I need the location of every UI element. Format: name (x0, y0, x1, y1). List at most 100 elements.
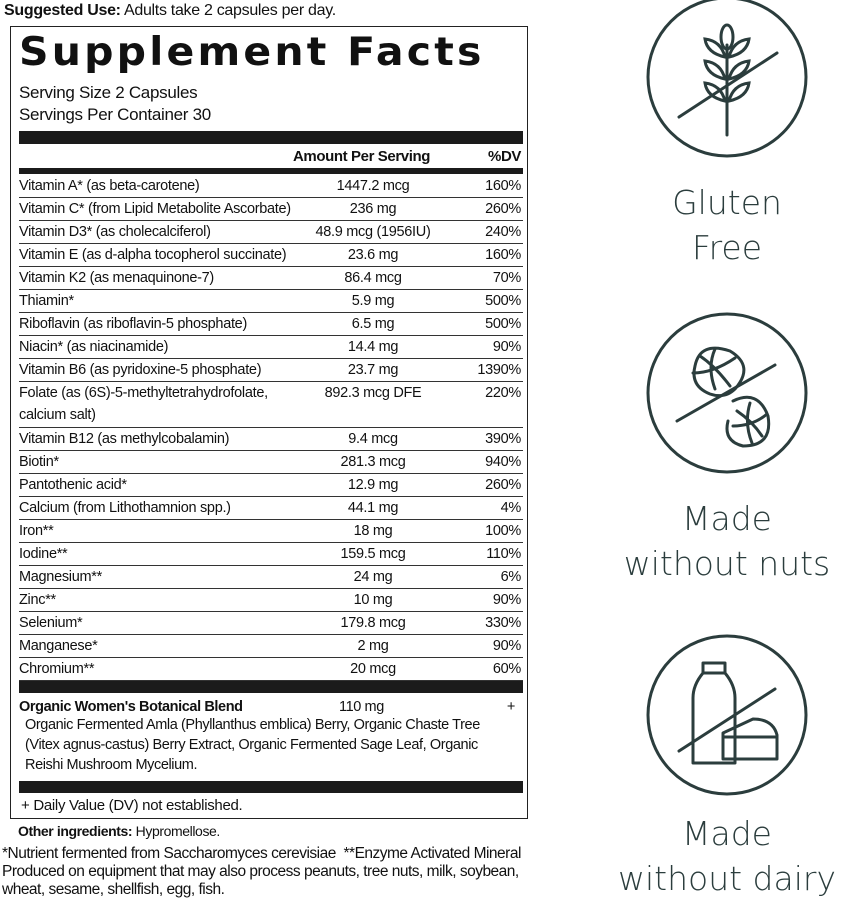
nutrient-dv: 110% (486, 546, 521, 562)
nutrient-amount: 44.1 mg (347, 500, 399, 516)
nutrient-dv: 330% (485, 615, 521, 631)
nutrient-amount: 9.4 mcg (348, 431, 398, 447)
suggested-use-label: Suggested Use: (4, 2, 121, 19)
nutrient-row: Pantothenic acid* 12.9 mg 260% (19, 474, 523, 497)
badge-gluten-free-label: Gluten Free (560, 180, 851, 270)
other-ingredients-text: Hypromellose. (132, 823, 221, 839)
nutrient-name: Riboflavin (as riboflavin-5 phosphate) (19, 316, 247, 332)
nutrient-amount: 23.6 mg (347, 247, 399, 263)
nutrient-dv: 90% (492, 339, 521, 355)
panel-title: Supplement Facts (19, 29, 485, 75)
allergen-statement: Produced on equipment that may also proc… (2, 863, 519, 898)
nutrient-amount: 20 mcg (350, 661, 396, 677)
blend-name: Organic Women's Botanical Blend (19, 699, 243, 715)
divider-medium (19, 168, 523, 174)
nutrient-amount: 18 mg (353, 523, 393, 539)
nutrient-amount: 236 mg (349, 201, 397, 217)
divider-thick (19, 131, 523, 144)
suggested-use: Suggested Use: Adults take 2 capsules pe… (4, 2, 336, 20)
nutrient-amount: 48.9 mcg (1956IU) (315, 224, 431, 240)
nutrient-row: Calcium (from Lithothamnion spp.) 44.1 mg… (19, 497, 523, 520)
badge-line: Made (682, 814, 772, 853)
nutrient-row: Vitamin K2 (as menaquinone-7) 86.4 mcg 70% (19, 267, 523, 290)
nutrient-amount: 1447.2 mcg (336, 178, 410, 194)
nutrient-row: Vitamin D3* (as cholecalciferol) 48.9 mcg… (19, 221, 523, 244)
nutrient-amount: 159.5 mcg (340, 546, 406, 562)
nutrient-amount: 5.9 mg (351, 293, 395, 309)
nutrient-name: Manganese* (19, 638, 98, 654)
nutrient-name: Vitamin E (as d-alpha tocopherol succina… (19, 247, 287, 263)
nutrient-name: Chromium** (19, 661, 95, 677)
nutrient-amount: 14.4 mg (347, 339, 399, 355)
amount-header: Amount Per Serving (293, 148, 430, 165)
badge-line: Gluten (672, 183, 782, 222)
nutrient-name: Biotin* (19, 454, 59, 470)
other-ingredients: Other ingredients: Hypromellose. (18, 823, 220, 839)
blend-description: Organic Fermented Amla (Phyllanthus embl… (25, 717, 480, 773)
nutrient-row: Manganese* 2 mg 90% (19, 635, 523, 658)
serving-size: Serving Size 2 Capsules (19, 83, 198, 102)
nutrient-dv: 100% (485, 523, 521, 539)
nutrient-dv: 940% (485, 454, 521, 470)
suggested-use-text: Adults take 2 capsules per day. (120, 2, 336, 19)
blend-amount: 110 mg (339, 699, 384, 715)
nutrient-name: Magnesium** (19, 569, 102, 585)
nutrient-name: Iodine** (19, 546, 68, 562)
nutrient-name: Vitamin C* (from Lipid Metabolite Ascorb… (19, 201, 291, 217)
nutrient-row: Chromium** 20 mcg 60% (19, 658, 523, 681)
footnotes: *Nutrient fermented from Saccharomyces c… (2, 845, 532, 899)
servings-per-container: Servings Per Container 30 (19, 105, 211, 124)
nutrient-dv: 90% (492, 638, 521, 654)
nutrient-row: Selenium* 179.8 mcg 330% (19, 612, 523, 635)
nutrient-dv: 70% (492, 270, 521, 286)
nutrient-row: Biotin* 281.3 mcg 940% (19, 451, 523, 474)
badge-line: without dairy (618, 859, 836, 898)
nutrient-row: Iodine** 159.5 mcg 110% (19, 543, 523, 566)
dv-note: + Daily Value (DV) not established. (21, 797, 243, 814)
nutrient-amount: 892.3 mcg DFE (324, 385, 422, 401)
divider-thick (19, 681, 523, 693)
nutrient-amount: 2 mg (357, 638, 389, 654)
nutrient-name: Zinc** (19, 592, 56, 608)
nutrient-name: Thiamin* (19, 293, 74, 309)
badge-no-nuts-label: Made without nuts (560, 496, 851, 586)
dv-header: %DV (488, 148, 521, 165)
nutrient-row: Vitamin B12 (as methylcobalamin) 9.4 mcg 3… (19, 428, 523, 451)
supplement-facts-panel: Supplement Facts Serving Size 2 Capsules… (10, 26, 528, 819)
nutrient-amount: 86.4 mcg (344, 270, 402, 286)
nutrient-dv: 500% (485, 316, 521, 332)
nutrient-dv: 1390% (477, 362, 521, 378)
nutrient-dv: 390% (485, 431, 521, 447)
footnote-fermented: *Nutrient fermented from Saccharomyces c… (2, 845, 336, 862)
nutrient-amount: 24 mg (353, 569, 393, 585)
nutrient-name: Vitamin A* (as beta-carotene) (19, 178, 200, 194)
nutrient-dv: 500% (485, 293, 521, 309)
nutrient-amount: 179.8 mcg (340, 615, 406, 631)
nutrient-name: Vitamin B6 (as pyridoxine-5 phosphate) (19, 362, 262, 378)
nutrient-amount: 10 mg (353, 592, 393, 608)
no-peanut-icon (646, 312, 808, 474)
nutrient-dv: 160% (485, 178, 521, 194)
nutrient-row: Vitamin A* (as beta-carotene) 1447.2 mcg 1… (19, 175, 523, 198)
blend-dv: + (506, 699, 515, 715)
nutrient-amount: 12.9 mg (347, 477, 399, 493)
nutrient-name: Vitamin K2 (as menaquinone-7) (19, 270, 214, 286)
nutrient-dv: 60% (492, 661, 521, 677)
nutrient-name: Pantothenic acid* (19, 477, 127, 493)
footnote-enzyme: **Enzyme Activated Mineral (343, 845, 522, 862)
nutrient-row: Vitamin E (as d-alpha tocopherol succina… (19, 244, 523, 267)
nutrient-dv: 6% (500, 569, 522, 585)
nutrient-name: Vitamin B12 (as methylcobalamin) (19, 431, 230, 447)
badge-no-dairy-label: Made without dairy (560, 811, 851, 901)
nutrient-name: Calcium (from Lithothamnion spp.) (19, 500, 231, 516)
nutrient-amount: 281.3 mcg (340, 454, 406, 470)
nutrient-row: Riboflavin (as riboflavin-5 phosphate) 6.… (19, 313, 523, 336)
badge-line: Made (682, 499, 772, 538)
nutrient-name: Vitamin D3* (as cholecalciferol) (19, 224, 211, 240)
nutrient-name: Iron** (19, 523, 54, 539)
nutrient-row: Iron** 18 mg 100% (19, 520, 523, 543)
no-dairy-icon (646, 634, 808, 796)
nutrient-dv: 240% (485, 224, 521, 240)
nutrient-dv: 260% (485, 477, 521, 493)
divider-thick (19, 781, 523, 793)
